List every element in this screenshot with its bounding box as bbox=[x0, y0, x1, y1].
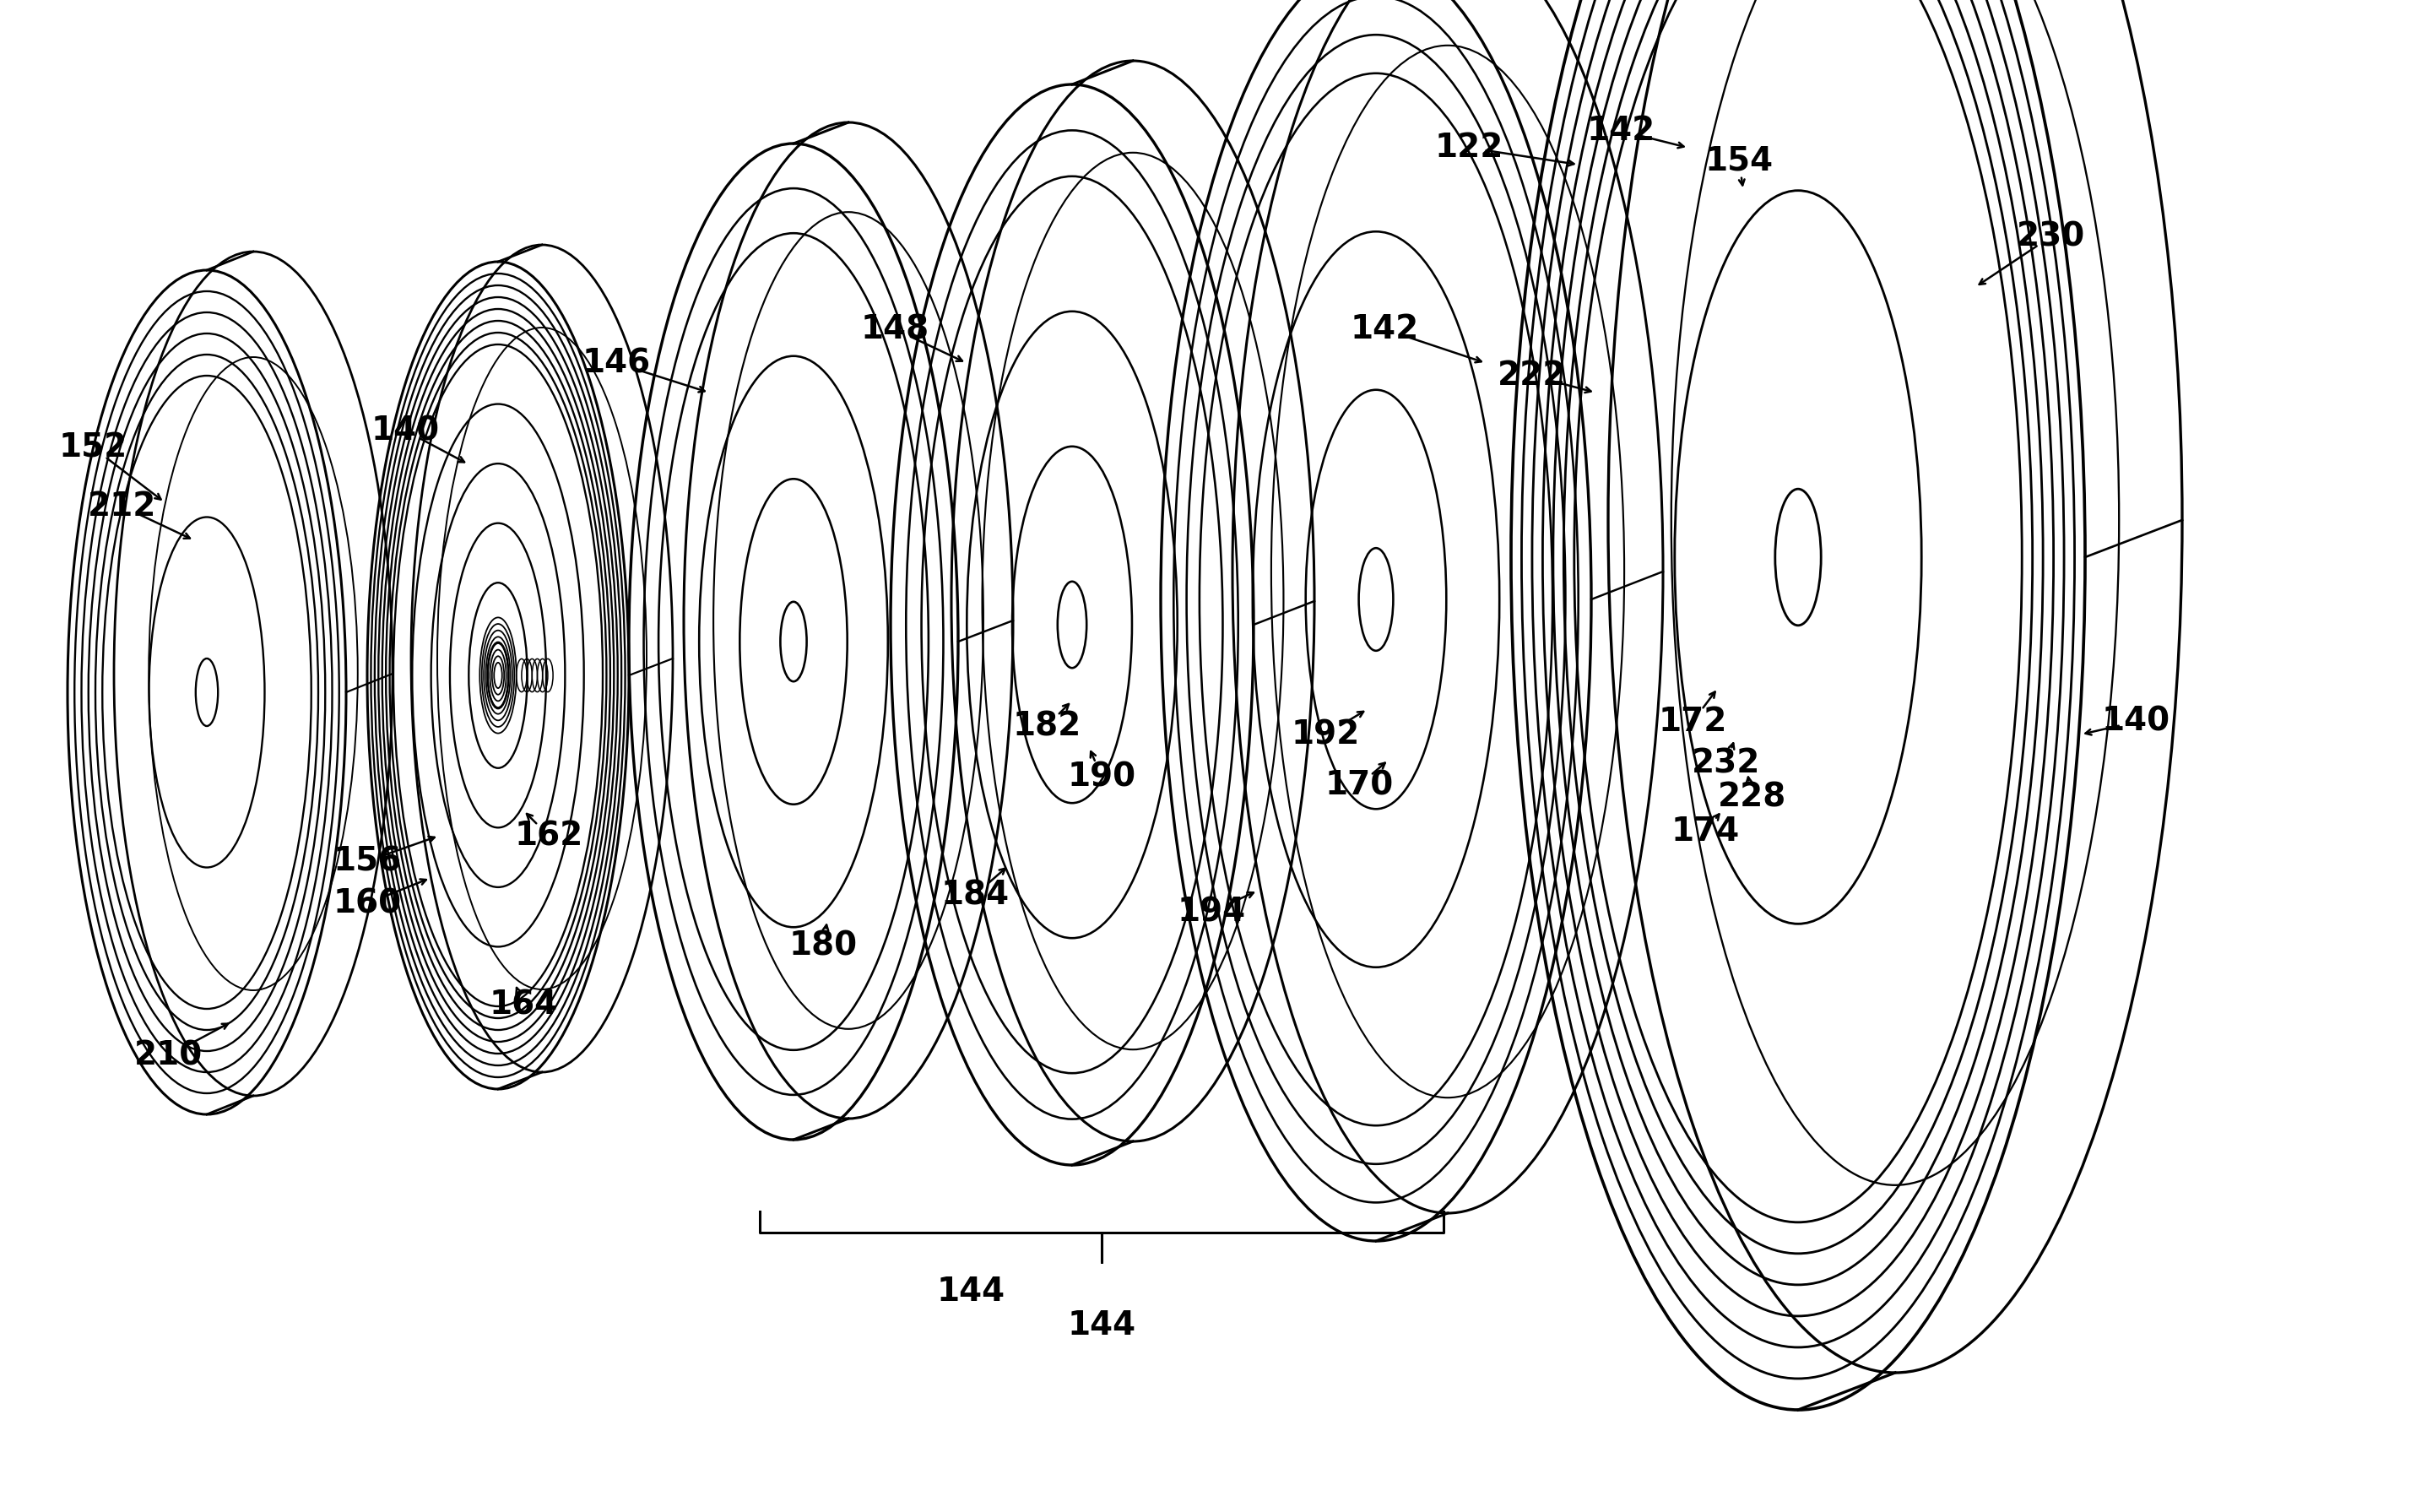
Text: 122: 122 bbox=[1435, 132, 1503, 163]
Text: 164: 164 bbox=[488, 989, 558, 1021]
Text: 148: 148 bbox=[860, 313, 930, 345]
Text: 160: 160 bbox=[333, 888, 401, 919]
Text: 222: 222 bbox=[1498, 360, 1566, 392]
Text: 192: 192 bbox=[1290, 718, 1360, 750]
Text: 210: 210 bbox=[135, 1039, 203, 1072]
Text: 180: 180 bbox=[788, 930, 858, 962]
Text: 144: 144 bbox=[1068, 1309, 1136, 1341]
Text: 142: 142 bbox=[1587, 115, 1655, 147]
Text: 182: 182 bbox=[1012, 711, 1080, 742]
Text: 152: 152 bbox=[58, 431, 128, 464]
Text: 232: 232 bbox=[1691, 748, 1761, 780]
Text: 146: 146 bbox=[582, 346, 650, 380]
Text: 230: 230 bbox=[2017, 221, 2085, 253]
Text: 142: 142 bbox=[1351, 313, 1418, 345]
Text: 194: 194 bbox=[1177, 895, 1247, 928]
Text: 140: 140 bbox=[2102, 706, 2170, 738]
Text: 170: 170 bbox=[1324, 770, 1394, 801]
Text: 144: 144 bbox=[937, 1276, 1005, 1308]
Text: 212: 212 bbox=[87, 490, 157, 523]
Text: 140: 140 bbox=[372, 414, 440, 446]
Text: 228: 228 bbox=[1718, 782, 1785, 813]
Text: 172: 172 bbox=[1657, 706, 1727, 738]
Text: 190: 190 bbox=[1068, 761, 1136, 792]
Text: 156: 156 bbox=[333, 845, 401, 877]
Text: 184: 184 bbox=[940, 878, 1010, 910]
Text: 162: 162 bbox=[515, 820, 582, 851]
Text: 154: 154 bbox=[1706, 144, 1773, 177]
Text: 174: 174 bbox=[1672, 815, 1740, 848]
